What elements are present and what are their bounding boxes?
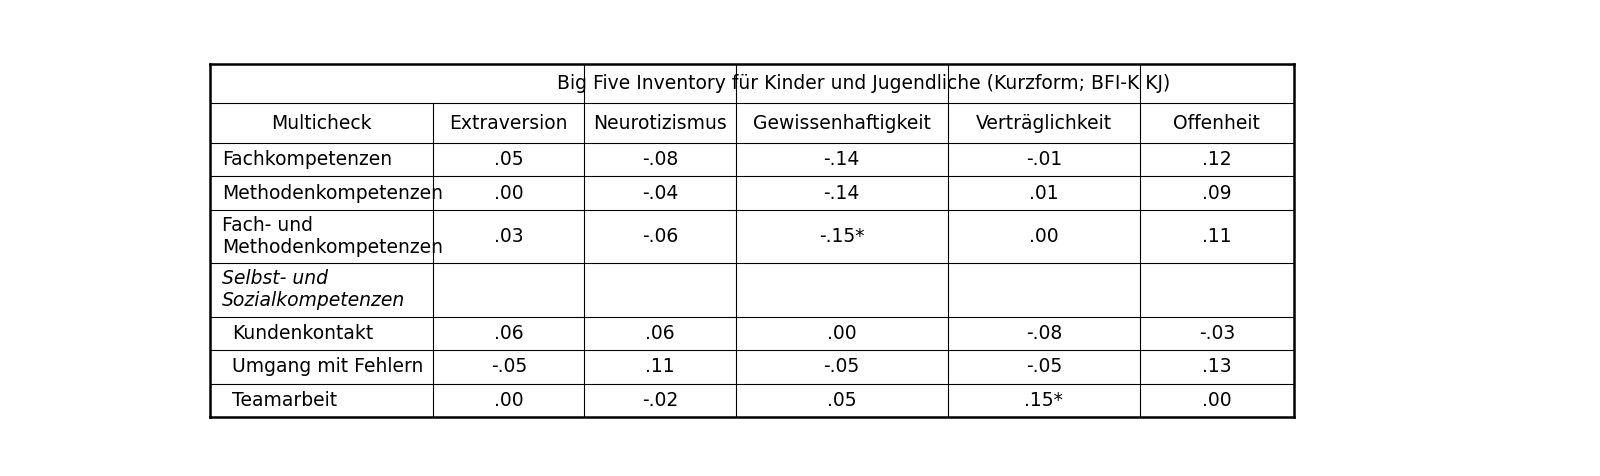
Text: -.08: -.08 bbox=[642, 150, 678, 169]
Text: -.15*: -.15* bbox=[819, 227, 864, 246]
Text: Offenheit: Offenheit bbox=[1173, 114, 1261, 133]
Text: .00: .00 bbox=[827, 324, 856, 343]
Text: .11: .11 bbox=[1202, 227, 1232, 246]
Text: Fach- und
Methodenkompetenzen: Fach- und Methodenkompetenzen bbox=[222, 216, 443, 257]
Text: .11: .11 bbox=[645, 357, 675, 377]
Text: .00: .00 bbox=[1202, 391, 1232, 410]
Text: -.05: -.05 bbox=[1026, 357, 1062, 377]
Text: -.02: -.02 bbox=[642, 391, 678, 410]
Text: -.06: -.06 bbox=[642, 227, 678, 246]
Text: -.03: -.03 bbox=[1198, 324, 1235, 343]
Text: Methodenkompetenzen: Methodenkompetenzen bbox=[222, 184, 443, 203]
Text: .05: .05 bbox=[494, 150, 523, 169]
Text: -.14: -.14 bbox=[824, 150, 859, 169]
Text: .09: .09 bbox=[1202, 184, 1232, 203]
Text: -.05: -.05 bbox=[491, 357, 526, 377]
Text: .00: .00 bbox=[494, 184, 523, 203]
Text: -.05: -.05 bbox=[824, 357, 859, 377]
Text: .06: .06 bbox=[494, 324, 523, 343]
Text: -.04: -.04 bbox=[642, 184, 678, 203]
Text: .05: .05 bbox=[827, 391, 856, 410]
Text: Multicheck: Multicheck bbox=[272, 114, 371, 133]
Text: .00: .00 bbox=[1029, 227, 1059, 246]
Text: .13: .13 bbox=[1202, 357, 1232, 377]
Text: .01: .01 bbox=[1029, 184, 1059, 203]
Text: Fachkompetenzen: Fachkompetenzen bbox=[222, 150, 392, 169]
Text: -.08: -.08 bbox=[1026, 324, 1062, 343]
Text: Neurotizismus: Neurotizismus bbox=[594, 114, 726, 133]
Text: -.14: -.14 bbox=[824, 184, 859, 203]
Text: -.01: -.01 bbox=[1026, 150, 1062, 169]
Text: .06: .06 bbox=[645, 324, 675, 343]
Text: .03: .03 bbox=[494, 227, 523, 246]
Text: Teamarbeit: Teamarbeit bbox=[232, 391, 338, 410]
Text: Verträglichkeit: Verträglichkeit bbox=[976, 114, 1112, 133]
Text: .15*: .15* bbox=[1024, 391, 1064, 410]
Text: Extraversion: Extraversion bbox=[450, 114, 568, 133]
Text: Selbst- und
Sozialkompetenzen: Selbst- und Sozialkompetenzen bbox=[222, 269, 405, 310]
Text: .12: .12 bbox=[1202, 150, 1232, 169]
Text: Gewissenhaftigkeit: Gewissenhaftigkeit bbox=[752, 114, 931, 133]
Text: Umgang mit Fehlern: Umgang mit Fehlern bbox=[232, 357, 424, 377]
Text: Big Five Inventory für Kinder und Jugendliche (Kurzform; BFI-K KJ): Big Five Inventory für Kinder und Jugend… bbox=[557, 74, 1170, 93]
Text: .00: .00 bbox=[494, 391, 523, 410]
Text: Kundenkontakt: Kundenkontakt bbox=[232, 324, 373, 343]
